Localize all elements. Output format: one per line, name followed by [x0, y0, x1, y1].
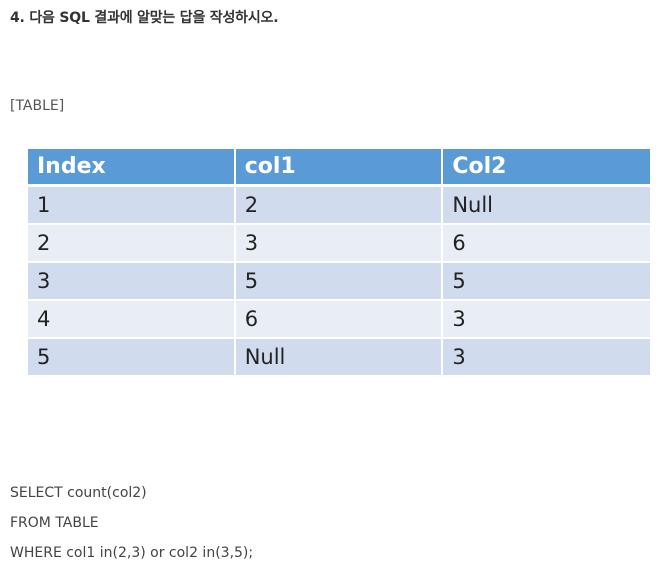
table-cell: 2: [28, 225, 236, 263]
header-cell-index: Index: [28, 149, 236, 187]
table-row: 3 5 5: [28, 263, 650, 301]
table-header-row: Index col1 Col2: [28, 149, 650, 187]
table-cell: 4: [28, 301, 236, 339]
table-row: 2 3 6: [28, 225, 650, 263]
table-cell: Null: [443, 187, 650, 225]
table-cell: 3: [235, 225, 444, 263]
sql-query: SELECT count(col2) FROM TABLE WHERE col1…: [10, 478, 253, 568]
question-title: 4. 다음 SQL 결과에 알맞는 답을 작성하시오.: [10, 10, 279, 26]
table-label: [TABLE]: [10, 98, 65, 114]
sql-line-select: SELECT count(col2): [10, 485, 147, 501]
table-cell: 5: [235, 263, 444, 301]
header-cell-col1: col1: [235, 149, 444, 187]
table-cell: 1: [28, 187, 236, 225]
data-table: Index col1 Col2 1 2 Null 2 3 6 3 5 5 4 6…: [28, 149, 650, 375]
table-cell: 5: [28, 339, 236, 375]
header-cell-col2: Col2: [443, 149, 650, 187]
table-row: 5 Null 3: [28, 339, 650, 375]
table-cell: 3: [443, 339, 650, 375]
sql-line-where: WHERE col1 in(2,3) or col2 in(3,5);: [10, 545, 254, 561]
table-cell: 5: [443, 263, 650, 301]
table-cell: Null: [235, 339, 444, 375]
table-row: 1 2 Null: [28, 187, 650, 225]
table-cell: 2: [235, 187, 444, 225]
table-cell: 3: [443, 301, 650, 339]
table-cell: 3: [28, 263, 236, 301]
table-cell: 6: [235, 301, 444, 339]
table-cell: 6: [443, 225, 650, 263]
sql-line-from: FROM TABLE: [10, 515, 99, 531]
table-row: 4 6 3: [28, 301, 650, 339]
